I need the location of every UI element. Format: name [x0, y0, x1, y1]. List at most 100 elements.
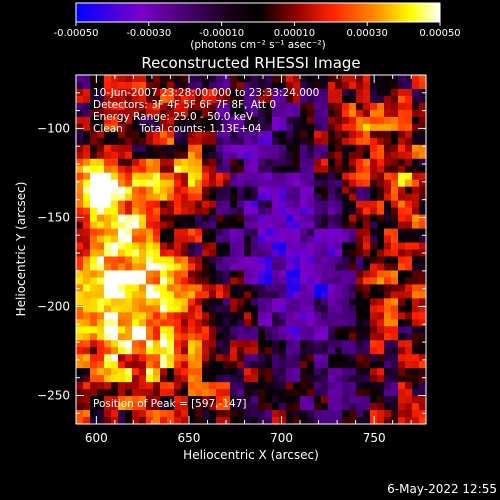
heatmap-cell	[118, 312, 126, 320]
heatmap-cell	[160, 375, 168, 383]
heatmap-cell	[174, 291, 182, 299]
heatmap-cell	[405, 396, 413, 404]
heatmap-cell	[195, 382, 203, 390]
heatmap-cell	[300, 361, 308, 369]
heatmap-cell	[391, 263, 399, 272]
heatmap-cell	[349, 221, 357, 230]
heatmap-cell	[160, 144, 168, 153]
heatmap-cell	[314, 151, 322, 160]
heatmap-cell	[160, 396, 168, 404]
heatmap-cell	[272, 172, 280, 181]
heatmap-cell	[181, 137, 189, 146]
heatmap-cell	[188, 256, 196, 265]
heatmap-cell	[160, 368, 168, 376]
heatmap-cell	[391, 158, 399, 167]
heatmap-cell	[125, 214, 133, 223]
heatmap-cell	[272, 298, 280, 306]
heatmap-cell	[251, 179, 259, 188]
heatmap-cell	[328, 403, 336, 411]
heatmap-cell	[286, 277, 294, 285]
heatmap-cell	[356, 109, 364, 118]
heatmap-cell	[335, 368, 343, 376]
heatmap-cell	[83, 144, 91, 153]
heatmap-cell	[321, 193, 329, 202]
heatmap-cell	[202, 410, 210, 418]
heatmap-cell	[230, 193, 238, 202]
heatmap-cell	[342, 270, 350, 279]
heatmap-cell	[314, 95, 322, 104]
heatmap-cell	[202, 88, 210, 97]
heatmap-cell	[216, 123, 224, 132]
heatmap-cell	[314, 270, 322, 279]
heatmap-cell	[125, 235, 133, 244]
heatmap-cell	[293, 193, 301, 202]
heatmap-cell	[384, 193, 392, 202]
heatmap-cell	[349, 410, 357, 418]
heatmap-cell	[139, 347, 147, 355]
heatmap-cell	[377, 326, 385, 334]
heatmap-cell	[111, 312, 119, 320]
heatmap-cell	[83, 102, 91, 111]
heatmap-cell	[321, 109, 329, 118]
heatmap-cell	[363, 193, 371, 202]
heatmap-cell	[195, 263, 203, 272]
heatmap-cell	[146, 256, 154, 265]
heatmap-cell	[223, 88, 231, 97]
heatmap-cell	[279, 235, 287, 244]
heatmap-cell	[335, 396, 343, 404]
heatmap-cell	[258, 410, 266, 418]
heatmap-cell	[97, 95, 105, 104]
heatmap-cell	[76, 361, 84, 369]
heatmap-cell	[363, 326, 371, 334]
heatmap-cell	[223, 403, 231, 411]
heatmap-cell	[286, 410, 294, 418]
heatmap-cell	[405, 221, 413, 230]
heatmap-cell	[293, 249, 301, 258]
heatmap-cell	[118, 326, 126, 334]
heatmap-cell	[125, 284, 133, 292]
heatmap-cell	[139, 354, 147, 362]
heatmap-cell	[265, 109, 273, 118]
heatmap-cell	[412, 75, 420, 83]
heatmap-cell	[202, 186, 210, 195]
heatmap-cell	[265, 256, 273, 265]
heatmap-cell	[118, 375, 126, 383]
heatmap-cell	[377, 389, 385, 397]
heatmap-cell	[293, 130, 301, 139]
heatmap-cell	[328, 81, 336, 90]
heatmap-cell	[258, 88, 266, 97]
heatmap-cell	[293, 102, 301, 111]
heatmap-cell	[202, 354, 210, 362]
heatmap-cell	[272, 200, 280, 209]
heatmap-cell	[125, 347, 133, 355]
heatmap-cell	[97, 361, 105, 369]
heatmap-cell	[258, 417, 266, 424]
heatmap-cell	[125, 417, 133, 424]
heatmap-cell	[251, 354, 259, 362]
heatmap-cell	[223, 81, 231, 90]
heatmap-cell	[195, 298, 203, 306]
heatmap-cell	[181, 256, 189, 265]
heatmap-cell	[286, 179, 294, 188]
x-tick-label: 700	[270, 431, 293, 445]
heatmap-cell	[216, 116, 224, 125]
heatmap-cell	[314, 284, 322, 292]
heatmap-cell	[188, 312, 196, 320]
heatmap-cell	[146, 375, 154, 383]
heatmap-cell	[146, 403, 154, 411]
heatmap-cell	[321, 410, 329, 418]
heatmap-cell	[146, 298, 154, 306]
heatmap-cell	[293, 375, 301, 383]
heatmap-cell	[153, 200, 161, 209]
heatmap-cell	[76, 179, 84, 188]
heatmap-cell	[237, 165, 245, 174]
heatmap-cell	[307, 123, 315, 132]
heatmap-cell	[104, 144, 112, 153]
heatmap-cell	[272, 277, 280, 285]
heatmap-cell	[335, 144, 343, 153]
heatmap-cell	[174, 214, 182, 223]
heatmap-cell	[419, 123, 426, 132]
heatmap-cell	[160, 116, 168, 125]
heatmap-cell	[363, 396, 371, 404]
heatmap-cell	[286, 158, 294, 167]
